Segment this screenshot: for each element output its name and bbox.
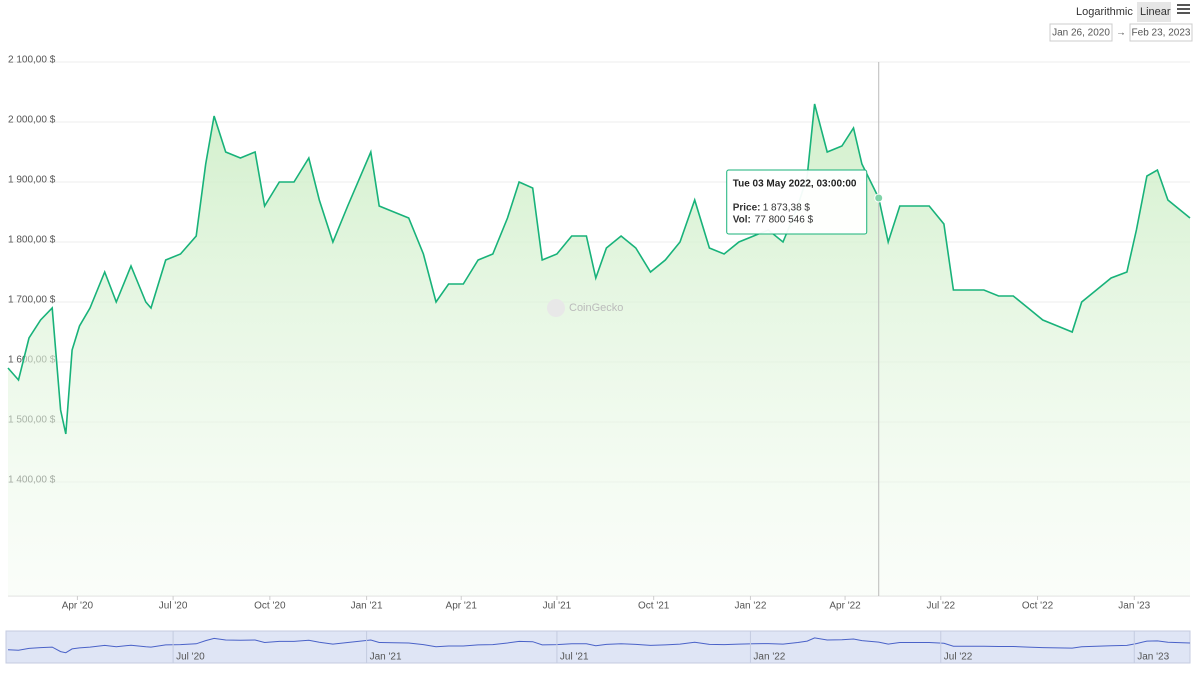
y-tick-label: 1 900,00 $ bbox=[8, 175, 56, 186]
tooltip-price-label: Price: bbox=[733, 203, 761, 214]
navigator-tick-label: Jan '22 bbox=[753, 652, 785, 663]
tooltip-date: Tue 03 May 2022, 03:00:00 bbox=[733, 179, 857, 190]
tooltip-vol: 77 800 546 $ bbox=[755, 215, 814, 226]
to-date[interactable]: Feb 23, 2023 bbox=[1132, 28, 1191, 39]
watermark-text: CoinGecko bbox=[569, 302, 623, 314]
linear-button-bg[interactable] bbox=[1137, 2, 1171, 22]
y-tick-label: 1 700,00 $ bbox=[8, 295, 56, 306]
from-box[interactable] bbox=[1049, 23, 1113, 42]
x-tick-label: Jul '22 bbox=[926, 601, 955, 612]
x-tick-label: Jan '22 bbox=[734, 601, 766, 612]
y-tick-label: 2 000,00 $ bbox=[8, 115, 56, 126]
arrow: → bbox=[1116, 28, 1126, 39]
tooltip-box bbox=[726, 169, 868, 235]
navigator-tick-label: Jul '20 bbox=[176, 652, 205, 663]
x-tick-label: Jul '20 bbox=[159, 601, 188, 612]
x-tick-label: Jan '21 bbox=[351, 601, 383, 612]
navigator[interactable] bbox=[5, 630, 1191, 664]
log-button[interactable]: Logarithmic bbox=[1076, 6, 1133, 18]
tooltip-price: 1 873,38 $ bbox=[763, 203, 811, 214]
navigator-tick-label: Jan '23 bbox=[1137, 652, 1169, 663]
x-tick-label: Oct '22 bbox=[1022, 601, 1054, 612]
area bbox=[8, 104, 1190, 596]
watermark: CoinGecko bbox=[547, 299, 623, 317]
x-tick-label: Jan '23 bbox=[1118, 601, 1150, 612]
x-tick-label: Jul '21 bbox=[543, 601, 572, 612]
navigator-tick-label: Jul '21 bbox=[560, 652, 589, 663]
from-date[interactable]: Jan 26, 2020 bbox=[1052, 28, 1110, 39]
x-tick-label: Oct '21 bbox=[638, 601, 670, 612]
price-line bbox=[7, 103, 1191, 435]
navigator-line bbox=[7, 637, 1191, 654]
x-tick-label: Apr '20 bbox=[62, 601, 94, 612]
x-tick-label: Apr '21 bbox=[446, 601, 478, 612]
x-tick-label: Apr '22 bbox=[829, 601, 861, 612]
tooltip-vol-label: Vol: bbox=[733, 215, 751, 226]
linear-button[interactable]: Linear bbox=[1140, 6, 1171, 18]
to-box[interactable] bbox=[1129, 23, 1193, 42]
plot: 1 400,00 $1 500,00 $1 600,00 $1 700,00 $… bbox=[7, 55, 1191, 612]
navigator-tick-label: Jul '22 bbox=[944, 652, 973, 663]
navigator-tick-label: Jan '21 bbox=[370, 652, 402, 663]
y-tick-label: 2 100,00 $ bbox=[8, 55, 56, 66]
hover-point bbox=[874, 193, 884, 203]
menu-icon[interactable] bbox=[1177, 4, 1190, 14]
y-tick-label: 1 800,00 $ bbox=[8, 235, 56, 246]
x-tick-label: Oct '20 bbox=[254, 601, 286, 612]
